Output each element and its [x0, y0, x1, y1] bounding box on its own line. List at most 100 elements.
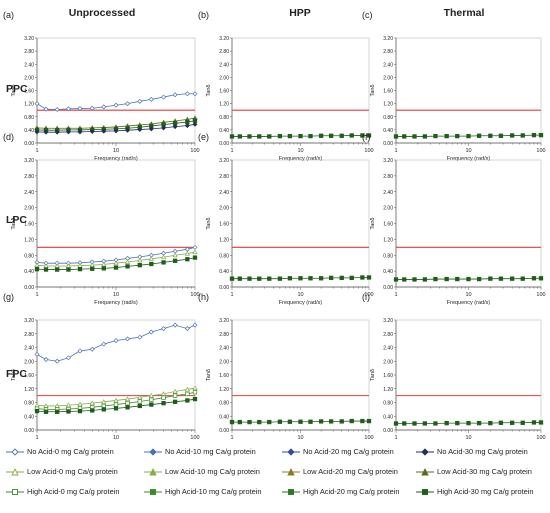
- y-axis-label: Tanδ: [370, 218, 376, 230]
- y-tick-label: 0.00: [24, 428, 34, 434]
- y-tick-label: 0.40: [219, 414, 229, 420]
- data-point: [43, 263, 49, 268]
- data-point: [149, 397, 154, 402]
- y-tick-label: 0.40: [383, 128, 393, 134]
- data-point: [520, 133, 525, 138]
- data-point: [125, 127, 131, 133]
- y-tick-label: 2.40: [24, 346, 34, 352]
- y-tick-label: 0.80: [24, 401, 34, 407]
- y-tick-label: 0.80: [383, 253, 393, 259]
- data-point: [43, 409, 49, 414]
- data-point: [149, 261, 154, 267]
- data-point: [229, 276, 235, 281]
- data-point: [184, 91, 190, 97]
- data-point: [125, 401, 130, 406]
- legend-label: High Acid-10 mg Ca/g protein: [165, 487, 262, 496]
- x-tick-label: 1: [394, 148, 397, 154]
- x-axis-label: Frequency (rad/s): [94, 156, 138, 162]
- data-point: [476, 276, 482, 282]
- data-point: [185, 257, 190, 262]
- data-point: [237, 419, 242, 425]
- y-tick-label: 2.00: [24, 75, 34, 81]
- legend-item: Low Acid-10 mg Ca/g protein: [144, 463, 260, 480]
- legend-label: Low Acid-30 mg Ca/g protein: [437, 467, 532, 476]
- panel-label: (e): [198, 132, 209, 142]
- data-point: [366, 133, 372, 138]
- legend-item: Low Acid-0 mg Ca/g protein: [6, 463, 118, 480]
- data-point: [161, 125, 167, 131]
- legend-swatch: [416, 488, 434, 495]
- data-point: [113, 406, 119, 411]
- data-point: [149, 402, 154, 407]
- y-tick-label: 2.40: [24, 62, 34, 68]
- plot-frame: [395, 319, 542, 431]
- y-tick-label: 2.40: [219, 190, 229, 196]
- data-point: [393, 134, 399, 139]
- data-point: [308, 419, 313, 424]
- legend-item: No Acid-30 mg Ca/g protein: [416, 443, 528, 460]
- data-point: [328, 133, 334, 138]
- data-point: [124, 259, 131, 264]
- data-point: [77, 262, 83, 268]
- y-tick-label: 2.80: [219, 174, 229, 180]
- data-point: [65, 129, 71, 135]
- data-point: [137, 127, 143, 133]
- data-point: [433, 421, 438, 426]
- legend-label: No Acid-20 mg Ca/g protein: [303, 447, 394, 456]
- data-point: [360, 275, 365, 280]
- data-point: [34, 129, 40, 135]
- column-header-hpp: HPP: [289, 7, 311, 19]
- y-tick-label: 2.40: [219, 346, 229, 352]
- x-tick-label: 1: [230, 292, 233, 298]
- data-point: [192, 390, 198, 395]
- data-point: [160, 254, 167, 260]
- data-point: [192, 121, 198, 127]
- y-tick-label: 0.00: [383, 428, 393, 434]
- data-point: [54, 358, 60, 364]
- data-point: [161, 401, 166, 406]
- data-point: [54, 403, 60, 408]
- y-axis-label: Tanδ: [370, 85, 376, 97]
- data-point: [34, 101, 40, 107]
- data-point: [137, 334, 143, 340]
- y-tick-label: 1.20: [383, 102, 393, 108]
- data-point: [101, 403, 106, 409]
- x-axis-label: Frequency (rad/s): [94, 300, 138, 306]
- data-point: [148, 96, 154, 102]
- data-point: [366, 275, 372, 280]
- y-tick-label: 2.00: [383, 359, 393, 365]
- x-tick-label: 100: [190, 292, 199, 298]
- data-point: [172, 92, 178, 98]
- data-point: [65, 106, 71, 112]
- data-point: [466, 133, 471, 139]
- y-tick-label: 1.60: [24, 373, 34, 379]
- data-point: [161, 94, 167, 100]
- y-tick-label: 1.20: [383, 387, 393, 393]
- data-point: [43, 403, 49, 408]
- plot-frame: [231, 159, 370, 288]
- data-point: [184, 246, 190, 252]
- data-point: [113, 265, 119, 270]
- y-tick-label: 2.00: [24, 206, 34, 212]
- data-point: [125, 405, 130, 410]
- y-tick-label: 3.20: [24, 36, 34, 42]
- data-point: [466, 420, 471, 426]
- data-point: [360, 418, 365, 424]
- data-point: [444, 420, 449, 426]
- plot-frame: [395, 37, 542, 144]
- data-point: [509, 420, 515, 425]
- data-point: [34, 351, 40, 357]
- legend-item: No Acid-20 mg Ca/g protein: [282, 443, 394, 460]
- panel-label: (h): [198, 292, 209, 302]
- x-tick-label: 100: [536, 148, 545, 154]
- data-point: [101, 261, 107, 267]
- panel-label: (b): [198, 10, 209, 20]
- y-tick-label: 0.80: [219, 115, 229, 121]
- x-tick-label: 1: [230, 435, 233, 440]
- data-point: [113, 397, 119, 403]
- y-tick-label: 0.80: [24, 115, 34, 121]
- data-point: [160, 391, 167, 396]
- data-point: [148, 329, 154, 335]
- x-tick-label: 100: [536, 292, 545, 298]
- y-tick-label: 1.60: [219, 373, 229, 379]
